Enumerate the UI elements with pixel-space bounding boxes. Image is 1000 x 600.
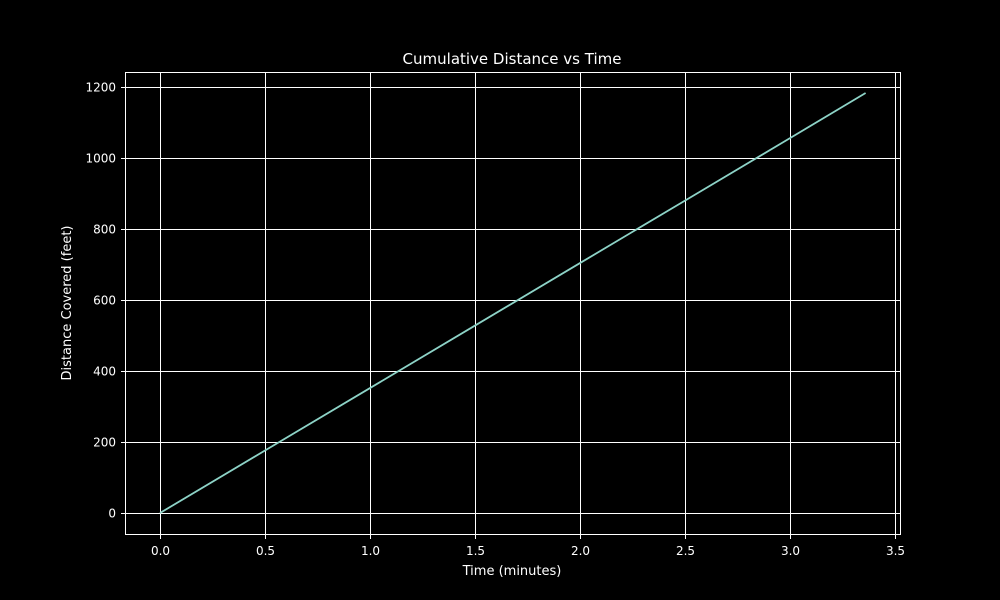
grid bbox=[125, 72, 901, 535]
x-axis-ticks: 0.0 0.5 1.0 1.5 2.0 2.5 3.0 3.5 bbox=[151, 534, 905, 558]
x-tick-label: 2.0 bbox=[571, 544, 590, 558]
y-tick-label: 800 bbox=[93, 223, 116, 237]
x-tick-label: 0.5 bbox=[256, 544, 275, 558]
y-tick-label: 0 bbox=[108, 507, 116, 521]
y-tick-label: 200 bbox=[93, 436, 116, 450]
distance-line bbox=[159, 92, 867, 514]
x-tick-label: 3.0 bbox=[781, 544, 800, 558]
axes-frame bbox=[125, 72, 901, 535]
chart-title: Cumulative Distance vs Time bbox=[403, 50, 622, 68]
x-tick-label: 0.0 bbox=[151, 544, 170, 558]
x-tick-label: 1.5 bbox=[466, 544, 485, 558]
x-tick-label: 3.5 bbox=[886, 544, 905, 558]
y-tick-label: 400 bbox=[93, 365, 116, 379]
y-tick-label: 600 bbox=[93, 294, 116, 308]
x-tick-label: 2.5 bbox=[676, 544, 695, 558]
y-tick-label: 1200 bbox=[85, 81, 116, 95]
y-axis-ticks: 0 200 400 600 800 1000 1200 bbox=[85, 81, 126, 521]
x-tick-label: 1.0 bbox=[361, 544, 380, 558]
y-tick-label: 1000 bbox=[85, 152, 116, 166]
y-axis-label: Distance Covered (feet) bbox=[60, 226, 75, 381]
x-axis-label: Time (minutes) bbox=[462, 564, 562, 579]
